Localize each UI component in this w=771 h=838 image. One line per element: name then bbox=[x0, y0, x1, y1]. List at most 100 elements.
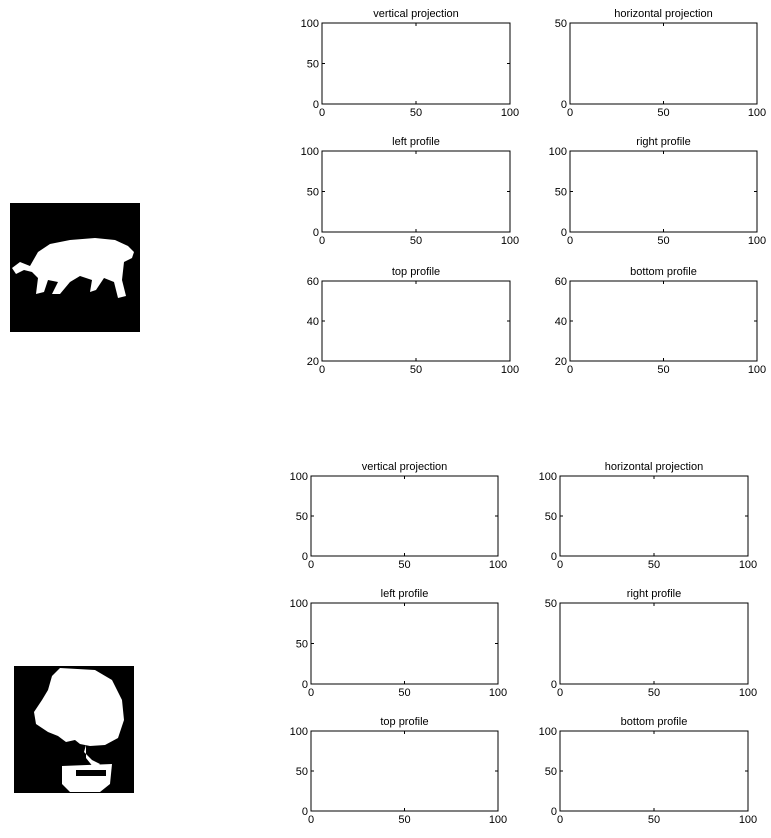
axes-frame bbox=[569, 280, 758, 362]
x-tick-label: 0 bbox=[319, 107, 325, 119]
x-tick-label: 100 bbox=[489, 687, 507, 699]
y-tick-label: 50 bbox=[307, 187, 319, 199]
subplot-title: horizontal projection bbox=[605, 461, 703, 473]
x-tick-label: 100 bbox=[501, 235, 519, 247]
x-tick-label: 0 bbox=[319, 235, 325, 247]
plot-area bbox=[560, 603, 748, 684]
subplot: left profile 0 50 100 0 50 100 bbox=[301, 136, 520, 247]
shape bbox=[62, 764, 112, 792]
shape bbox=[12, 238, 134, 298]
subplot-title: left profile bbox=[392, 136, 440, 148]
y-tick-label: 20 bbox=[307, 356, 319, 368]
y-tick-label: 50 bbox=[545, 598, 557, 610]
subplot: right profile 0 50 100 0 50 bbox=[545, 588, 757, 699]
subplot: horizontal projection 0 50 100 0 50 100 bbox=[539, 461, 758, 571]
y-tick-label: 50 bbox=[296, 511, 308, 523]
leopard-silhouette bbox=[10, 203, 140, 332]
x-tick-label: 0 bbox=[308, 559, 314, 571]
x-tick-label: 100 bbox=[489, 559, 507, 571]
plot-area bbox=[322, 281, 510, 361]
x-tick-label: 0 bbox=[557, 814, 563, 826]
tree-silhouette bbox=[14, 666, 134, 793]
x-tick-label: 100 bbox=[739, 559, 757, 571]
axes-frame bbox=[559, 730, 749, 812]
axes-frame bbox=[321, 150, 511, 233]
y-tick-label: 100 bbox=[549, 146, 567, 158]
y-tick-label: 60 bbox=[555, 276, 567, 288]
y-tick-label: 50 bbox=[545, 511, 557, 523]
y-tick-label: 60 bbox=[307, 276, 319, 288]
axes-frame bbox=[559, 475, 749, 557]
shape bbox=[76, 770, 106, 776]
x-tick-label: 50 bbox=[398, 559, 410, 571]
y-tick-label: 100 bbox=[301, 18, 319, 30]
plot-area bbox=[311, 731, 498, 811]
axes-frame bbox=[321, 280, 511, 362]
x-tick-label: 50 bbox=[398, 814, 410, 826]
subplot: vertical projection 0 50 100 0 50 100 bbox=[301, 8, 520, 119]
y-tick-label: 50 bbox=[307, 59, 319, 71]
x-tick-label: 0 bbox=[567, 235, 573, 247]
subplot-title: left profile bbox=[381, 588, 429, 600]
plot-area bbox=[570, 23, 757, 104]
y-tick-label: 40 bbox=[555, 316, 567, 328]
y-tick-label: 0 bbox=[313, 99, 319, 111]
axes-frame bbox=[569, 22, 758, 105]
axes-frame bbox=[310, 730, 499, 812]
subplot: left profile 0 50 100 0 50 100 bbox=[290, 588, 508, 699]
axes-frame bbox=[569, 150, 758, 233]
y-tick-label: 100 bbox=[290, 471, 308, 483]
x-tick-label: 0 bbox=[557, 687, 563, 699]
y-tick-label: 0 bbox=[551, 551, 557, 563]
y-tick-label: 50 bbox=[555, 187, 567, 199]
plot-area bbox=[570, 281, 757, 361]
y-tick-label: 100 bbox=[290, 726, 308, 738]
subplot: top profile 0 50 100 20 40 60 bbox=[307, 266, 519, 376]
subplot: bottom profile 0 50 100 0 50 100 bbox=[539, 716, 758, 826]
y-tick-label: 100 bbox=[539, 726, 557, 738]
y-tick-label: 40 bbox=[307, 316, 319, 328]
x-tick-label: 50 bbox=[657, 107, 669, 119]
x-tick-label: 50 bbox=[648, 559, 660, 571]
plot-area bbox=[322, 23, 510, 104]
subplot-title: vertical projection bbox=[362, 461, 448, 473]
subplot: right profile 0 50 100 0 50 100 bbox=[549, 136, 767, 247]
x-tick-label: 50 bbox=[410, 364, 422, 376]
y-tick-label: 0 bbox=[302, 806, 308, 818]
x-tick-label: 100 bbox=[748, 364, 766, 376]
x-tick-label: 50 bbox=[648, 687, 660, 699]
y-tick-label: 20 bbox=[555, 356, 567, 368]
y-tick-label: 100 bbox=[301, 146, 319, 158]
x-tick-label: 50 bbox=[398, 687, 410, 699]
subplot: top profile 0 50 100 0 50 100 bbox=[290, 716, 508, 826]
x-tick-label: 100 bbox=[748, 235, 766, 247]
subplot-title: vertical projection bbox=[373, 8, 459, 20]
y-tick-label: 0 bbox=[302, 551, 308, 563]
subplot: bottom profile 0 50 100 20 40 60 bbox=[555, 266, 766, 376]
y-tick-label: 0 bbox=[302, 679, 308, 691]
x-tick-label: 0 bbox=[567, 107, 573, 119]
x-tick-label: 0 bbox=[308, 814, 314, 826]
plot-area bbox=[311, 476, 498, 556]
subplot-title: bottom profile bbox=[630, 266, 697, 278]
subplot-title: top profile bbox=[380, 716, 428, 728]
y-tick-label: 50 bbox=[296, 639, 308, 651]
x-tick-label: 0 bbox=[557, 559, 563, 571]
y-tick-label: 50 bbox=[545, 766, 557, 778]
plot-area bbox=[570, 151, 757, 232]
x-tick-label: 100 bbox=[501, 364, 519, 376]
axes-frame bbox=[310, 475, 499, 557]
y-tick-label: 50 bbox=[296, 766, 308, 778]
x-tick-label: 100 bbox=[739, 687, 757, 699]
y-tick-label: 0 bbox=[551, 806, 557, 818]
axes-frame bbox=[321, 22, 511, 105]
y-tick-label: 100 bbox=[290, 598, 308, 610]
subplot-title: bottom profile bbox=[621, 716, 688, 728]
shape bbox=[84, 745, 100, 768]
x-tick-label: 100 bbox=[748, 107, 766, 119]
plot-area bbox=[560, 731, 748, 811]
y-tick-label: 0 bbox=[561, 99, 567, 111]
plot-area bbox=[322, 151, 510, 232]
subplot-title: horizontal projection bbox=[614, 8, 712, 20]
y-tick-label: 0 bbox=[551, 679, 557, 691]
